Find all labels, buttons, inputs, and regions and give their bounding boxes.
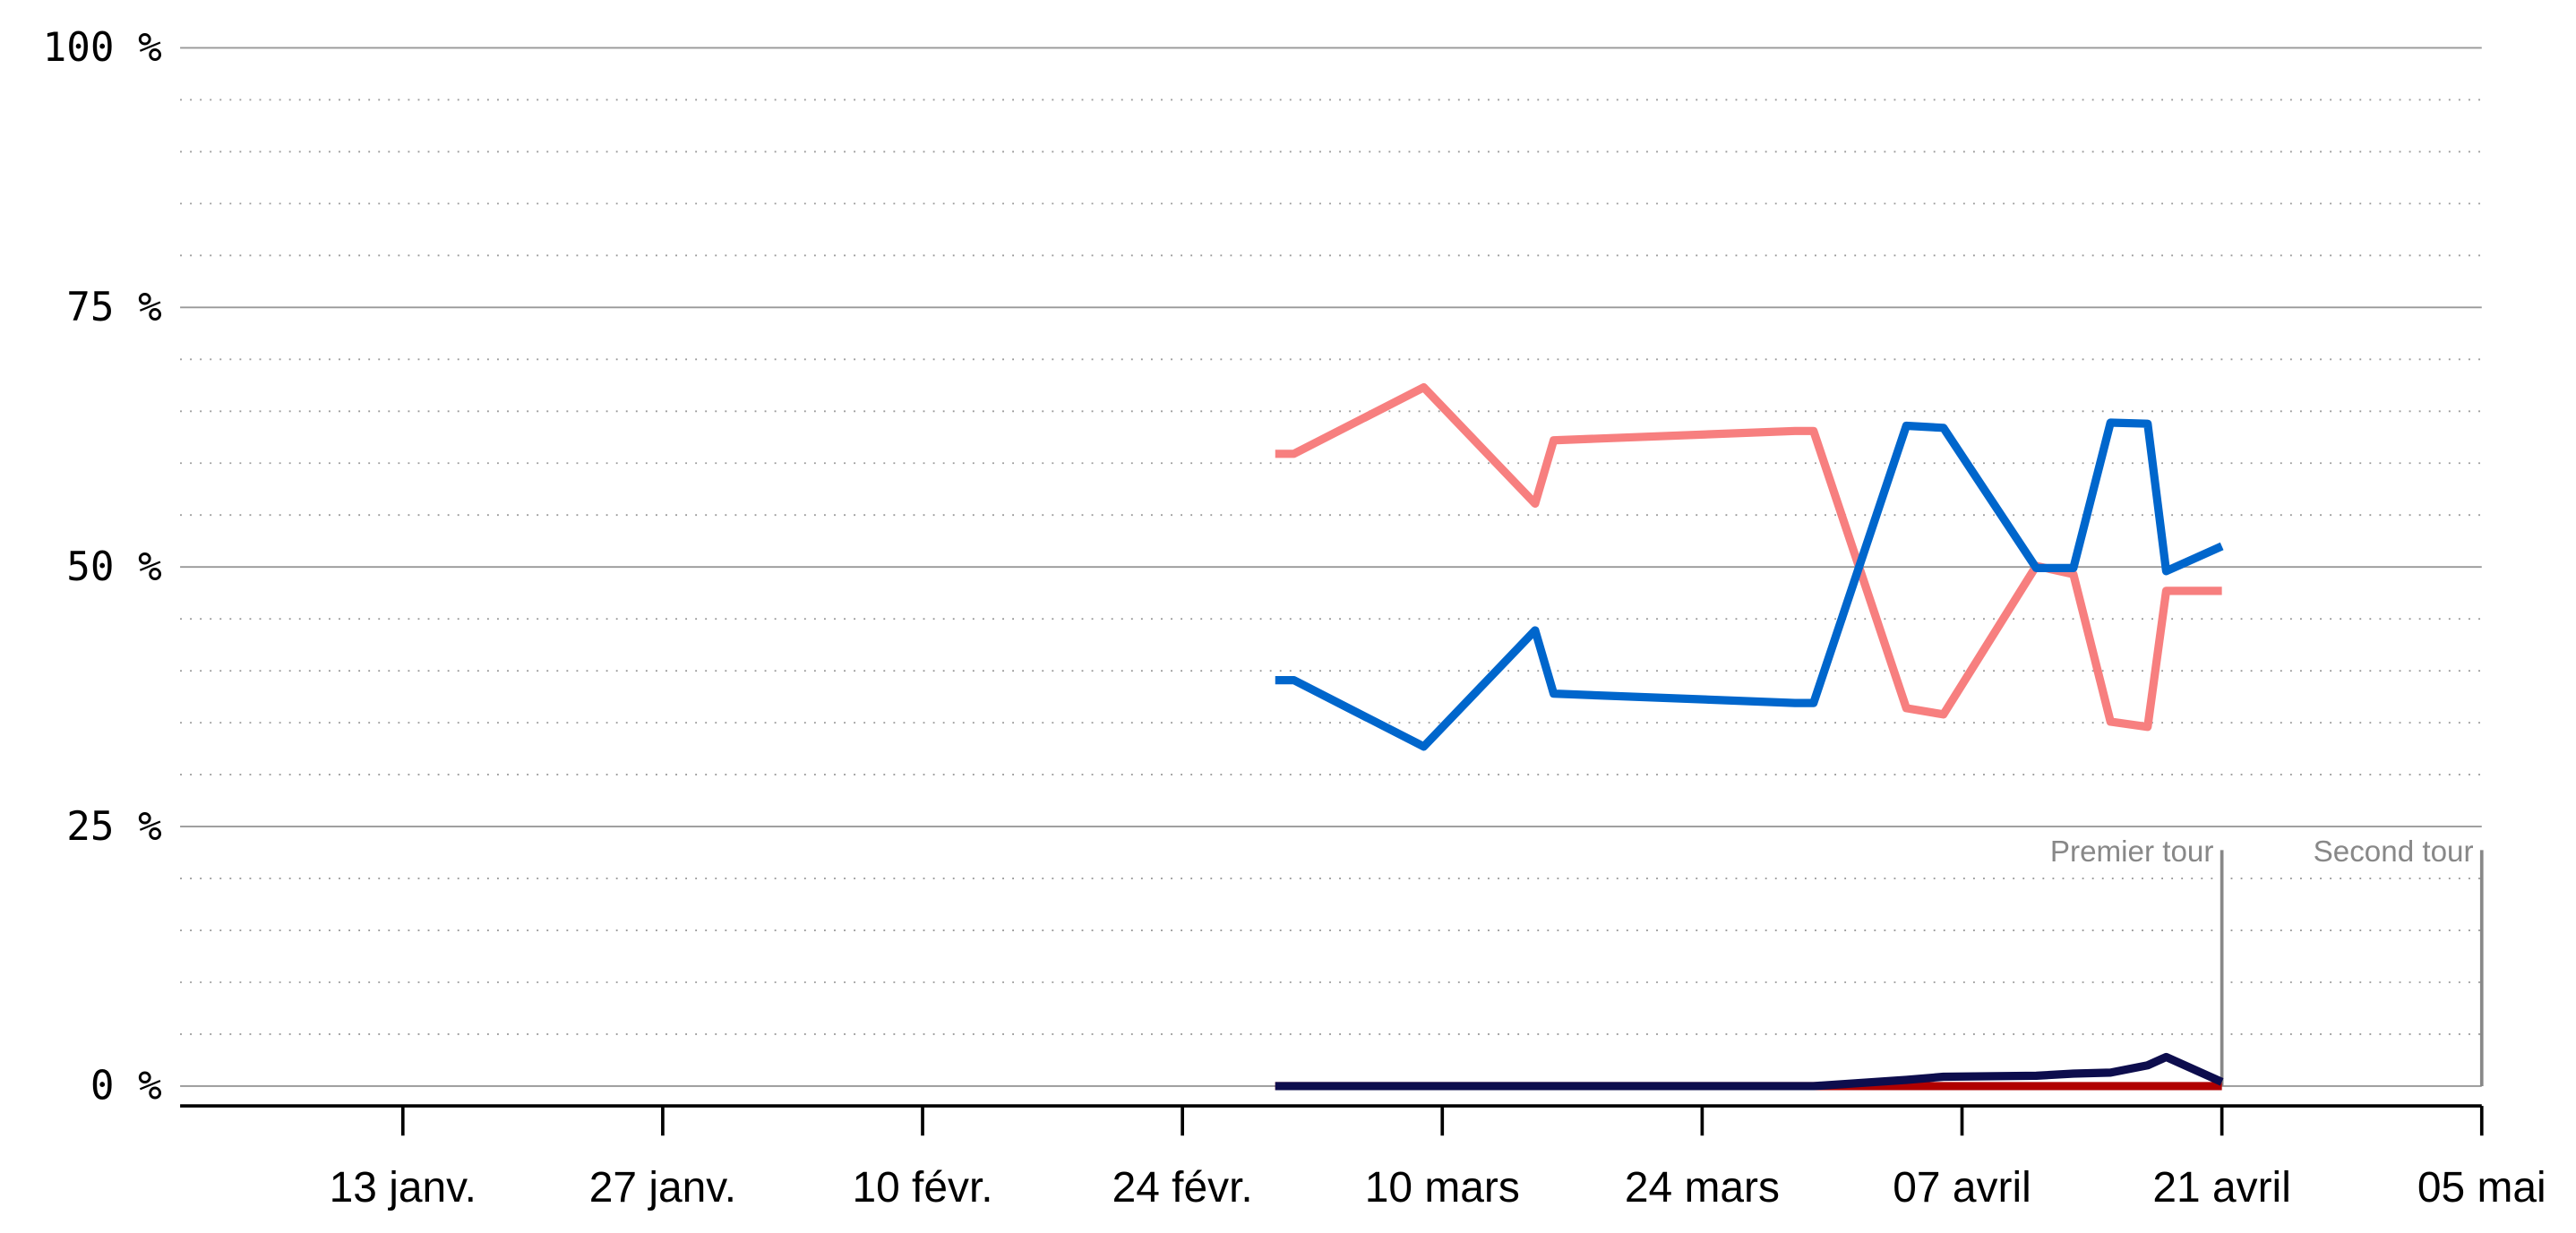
y-tick-label: 25 % [66,804,162,850]
series-line [1275,382,2222,732]
x-tick-label: 24 mars [1625,1164,1780,1212]
x-tick-label: 10 mars [1365,1164,1520,1212]
y-tick-label: 100 % [43,25,162,71]
x-tick-label: 27 janv. [589,1164,736,1212]
y-tick-label: 0 % [90,1064,162,1109]
x-tick-label: 21 avril [2152,1164,2290,1212]
x-tick-label: 10 févr. [852,1164,992,1212]
y-tick-label: 50 % [66,544,162,590]
annotation-label: Second tour [2314,835,2474,869]
y-tick-label: 75 % [66,285,162,330]
x-tick-label: 24 févr. [1112,1164,1253,1212]
x-tick-label: 07 avril [1893,1164,2031,1212]
x-tick-label: 05 mai [2417,1164,2546,1212]
annotation-label: Premier tour [2050,835,2214,869]
series-line [1275,1052,2224,1091]
x-tick-label: 13 janv. [330,1164,477,1212]
series-line [1275,418,2224,751]
